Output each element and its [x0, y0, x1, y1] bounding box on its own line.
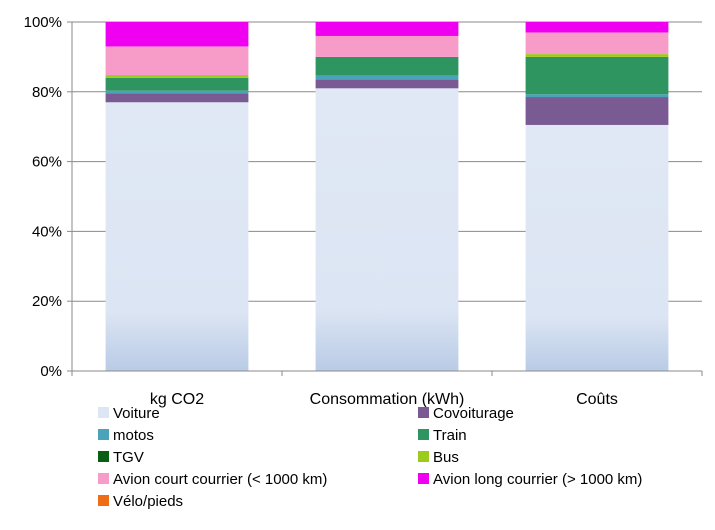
y-tick-label: 0% [40, 363, 62, 380]
legend-label: Train [433, 427, 467, 444]
bar-segment [105, 75, 249, 78]
bar-segment [315, 35, 459, 57]
legend-swatch [98, 495, 109, 506]
y-tick-label: 40% [32, 223, 62, 240]
bar-segment [315, 56, 459, 76]
legend: Voiture Covoiturage motos Train TGV Bus Avion … [98, 405, 642, 510]
legend-swatch [418, 429, 429, 440]
bar-segment [105, 90, 249, 94]
bar-segment [525, 94, 669, 98]
bar-segment [525, 56, 669, 95]
y-tick-label: 20% [32, 293, 62, 310]
legend-label: Avion long courrier (> 1000 km) [433, 471, 642, 488]
x-category-label: Coûts [576, 391, 618, 408]
legend-label: TGV [113, 449, 144, 466]
legend-label: Voiture [113, 405, 160, 422]
legend-label: Bus [433, 449, 459, 466]
bar-segment [525, 22, 669, 33]
bar-segment [105, 93, 249, 103]
bars [105, 22, 669, 372]
legend-label: Avion court courrier (< 1000 km) [113, 471, 327, 488]
legend-swatch [418, 473, 429, 484]
bar-segment [315, 88, 459, 371]
y-tick-label: 60% [32, 154, 62, 171]
y-tick-label: 80% [32, 84, 62, 101]
legend-swatch [418, 407, 429, 418]
bar-segment [315, 75, 459, 80]
x-category-label: Consommation (kWh) [310, 391, 465, 408]
legend-swatch [98, 473, 109, 484]
bar-segment [315, 22, 459, 36]
legend-label: Vélo/pieds [113, 493, 183, 510]
legend-label: motos [113, 427, 154, 444]
bar-segment [105, 22, 249, 47]
bar-segment [105, 102, 249, 372]
bar-segment [105, 46, 249, 76]
bar-segment [525, 124, 669, 371]
bar-segment [525, 54, 669, 57]
legend-swatch [418, 451, 429, 462]
bar-segment [105, 77, 249, 91]
legend-swatch [98, 451, 109, 462]
bar-segment [525, 97, 669, 125]
legend-swatch [98, 407, 109, 418]
x-category-label: kg CO2 [150, 391, 204, 408]
y-tick-label: 100% [24, 14, 62, 31]
bar-segment [315, 79, 459, 89]
bar-segment [525, 32, 669, 55]
axes: 0% 20% 40% 60% 80% 100% kg CO2 Consommation (kW… [24, 14, 703, 408]
legend-label: Covoiturage [433, 405, 514, 422]
legend-swatch [98, 429, 109, 440]
